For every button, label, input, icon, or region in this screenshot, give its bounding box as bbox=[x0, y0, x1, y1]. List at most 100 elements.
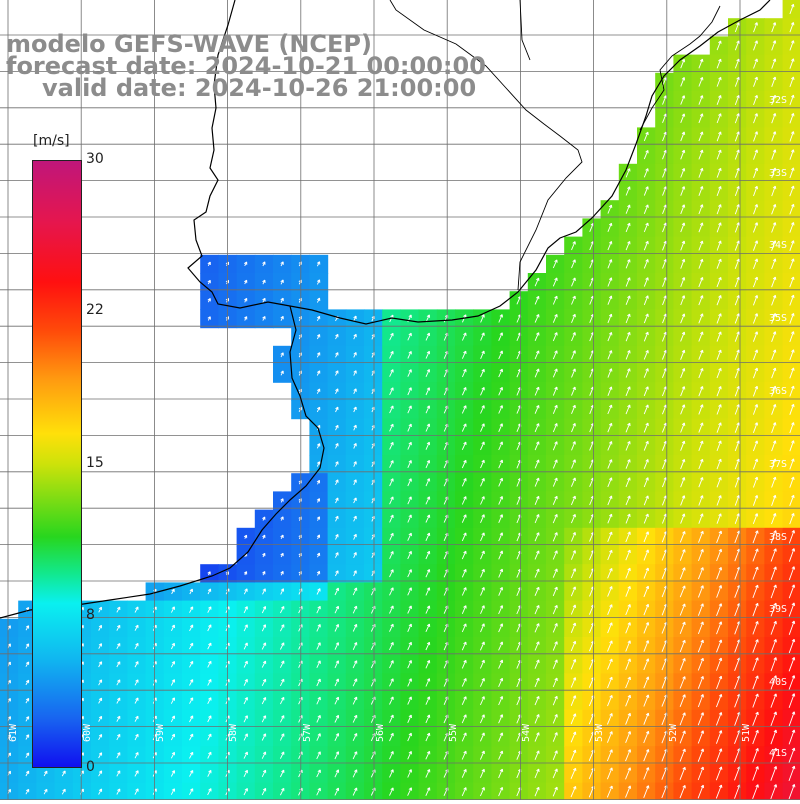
wind-arrow bbox=[207, 788, 212, 796]
wind-arrow bbox=[771, 203, 777, 215]
wind-arrow bbox=[771, 367, 777, 379]
wind-arrow bbox=[316, 315, 321, 321]
wind-arrow bbox=[643, 386, 649, 397]
wind-arrow bbox=[207, 769, 212, 777]
wind-arrow bbox=[570, 550, 576, 560]
wind-arrow bbox=[352, 769, 358, 778]
wind-arrow bbox=[279, 696, 285, 705]
wind-arrow bbox=[389, 732, 394, 742]
wind-arrow bbox=[498, 332, 503, 341]
wind-arrow bbox=[680, 295, 686, 306]
wind-arrow bbox=[244, 279, 248, 285]
wind-arrow bbox=[771, 331, 777, 342]
wind-arrow bbox=[625, 259, 631, 269]
wind-arrow bbox=[698, 530, 704, 543]
wind-arrow bbox=[479, 641, 485, 651]
wind-arrow bbox=[316, 406, 321, 413]
wind-arrow bbox=[788, 765, 796, 782]
wind-arrow bbox=[279, 787, 285, 796]
wind-arrow bbox=[771, 349, 777, 361]
wind-arrow bbox=[334, 751, 340, 760]
wind-arrow bbox=[552, 768, 558, 779]
wind-arrow bbox=[625, 658, 631, 670]
wind-arrow bbox=[570, 785, 577, 798]
wind-arrow bbox=[752, 367, 759, 379]
wind-arrow bbox=[752, 548, 759, 562]
wind-arrow bbox=[189, 588, 193, 595]
wind-arrow bbox=[752, 276, 759, 288]
wind-arrow bbox=[480, 405, 485, 414]
wind-arrow bbox=[570, 604, 577, 615]
wind-arrow bbox=[552, 604, 558, 615]
wind-arrow bbox=[789, 112, 795, 124]
wind-arrow bbox=[625, 422, 631, 433]
wind-arrow bbox=[752, 440, 759, 452]
wind-arrow bbox=[698, 276, 704, 288]
wind-arrow bbox=[789, 76, 795, 88]
wind-arrow bbox=[498, 768, 504, 779]
wind-arrow bbox=[407, 769, 412, 778]
wind-arrow bbox=[643, 749, 650, 762]
wind-arrow bbox=[461, 768, 467, 778]
wind-arrow bbox=[752, 458, 759, 470]
wind-arrow bbox=[461, 714, 467, 724]
wind-arrow bbox=[335, 333, 339, 340]
wind-arrow bbox=[480, 623, 485, 633]
wind-arrow bbox=[752, 675, 759, 690]
lat-label-33s: 33S bbox=[769, 168, 788, 179]
wind-arrow bbox=[734, 367, 740, 379]
wind-arrow bbox=[534, 295, 540, 305]
wind-arrow bbox=[480, 314, 485, 323]
wind-arrow bbox=[625, 440, 631, 451]
wind-arrow bbox=[789, 512, 795, 525]
wind-arrow bbox=[607, 622, 613, 634]
wind-arrow bbox=[407, 496, 412, 505]
wind-arrow bbox=[752, 766, 759, 781]
wind-arrow bbox=[461, 496, 467, 505]
wind-arrow bbox=[607, 567, 613, 579]
wind-arrow bbox=[679, 766, 686, 780]
wind-arrow bbox=[698, 349, 704, 360]
wind-arrow bbox=[425, 605, 431, 614]
wind-arrow bbox=[607, 222, 613, 232]
wind-arrow bbox=[389, 714, 394, 723]
wind-arrow bbox=[261, 642, 267, 650]
lat-label-40s: 40S bbox=[769, 677, 788, 688]
wind-arrow bbox=[425, 459, 431, 469]
wind-arrow bbox=[789, 440, 795, 452]
wind-arrow bbox=[316, 624, 321, 632]
wind-arrow bbox=[389, 460, 394, 468]
wind-arrow bbox=[607, 549, 613, 561]
wind-arrow bbox=[425, 532, 431, 541]
wind-arrow bbox=[679, 657, 686, 671]
wind-arrow bbox=[479, 732, 485, 742]
wind-arrow bbox=[353, 461, 357, 467]
wind-arrow bbox=[353, 533, 357, 540]
wind-arrow bbox=[461, 441, 467, 450]
wind-arrow bbox=[316, 751, 321, 760]
wind-arrow bbox=[771, 313, 777, 324]
wind-arrow bbox=[425, 369, 431, 377]
wind-arrow bbox=[407, 641, 412, 651]
wind-arrow bbox=[189, 624, 194, 632]
wind-arrow bbox=[334, 787, 340, 796]
wind-arrow bbox=[625, 459, 631, 469]
wind-arrow bbox=[789, 3, 795, 15]
wind-arrow bbox=[389, 751, 394, 760]
wind-arrow bbox=[352, 642, 358, 650]
wind-arrow bbox=[680, 513, 686, 524]
wind-arrow bbox=[698, 113, 704, 124]
wind-arrow bbox=[788, 729, 796, 745]
wind-arrow bbox=[643, 240, 649, 251]
wind-arrow bbox=[498, 532, 504, 542]
wind-arrow bbox=[461, 459, 467, 469]
wind-arrow bbox=[479, 696, 485, 706]
wind-arrow bbox=[334, 605, 340, 614]
wind-arrow bbox=[643, 259, 649, 269]
wind-arrow bbox=[335, 388, 339, 394]
wind-arrow bbox=[716, 204, 722, 215]
wind-arrow bbox=[534, 623, 540, 633]
wind-arrow bbox=[389, 387, 394, 396]
wind-arrow bbox=[570, 640, 577, 652]
